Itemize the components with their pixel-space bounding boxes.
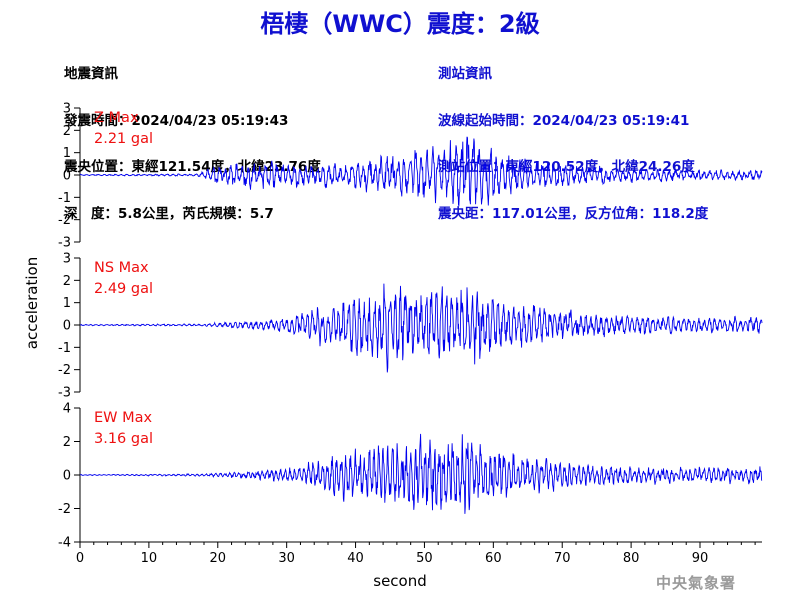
y-tick-label: -2 <box>58 213 71 228</box>
max-label-z: Z Max <box>94 110 139 126</box>
y-tick-label: -2 <box>58 363 71 378</box>
x-tick-label: 90 <box>692 551 709 566</box>
y-tick-label: -4 <box>58 536 71 551</box>
y-tick-label: 4 <box>63 402 71 417</box>
max-label-ns: NS Max <box>94 260 149 276</box>
x-tick-label: 10 <box>141 551 158 566</box>
waveform-trace-ew <box>79 433 763 514</box>
epicentral-distance: 震央距：117.01公里，反方位角：118.2度 <box>438 205 709 222</box>
wave-start-time: 波線起始時間：2024/04/23 05:19:41 <box>438 112 690 129</box>
earthquake-info-heading: 地震資訊 <box>64 66 118 82</box>
max-label-ew: EW Max <box>94 410 153 426</box>
panel-z: -3 -2 -1 0 1 2 3 Z Max 2.21 gal <box>58 102 763 251</box>
max-value-ew: 3.16 gal <box>94 431 153 447</box>
epicenter-location: 震央位置：東經121.54度，北緯23.76度 <box>64 159 321 175</box>
y-tick-label: 3 <box>63 252 71 267</box>
origin-time: 發震時間：2024/04/23 05:19:43 <box>64 112 289 129</box>
y-tick-label: 2 <box>63 274 71 289</box>
y-tick-label: 0 <box>63 319 71 334</box>
y-tick-label: -3 <box>58 386 71 401</box>
depth-magnitude: 深 度：5.8公里，芮氏規模：5.7 <box>64 205 274 222</box>
y-tick-label: 2 <box>63 124 71 139</box>
y-axis-label: acceleration <box>23 257 41 349</box>
x-tick-label: 40 <box>347 551 364 566</box>
cwa-watermark: 中央氣象署 <box>656 574 737 592</box>
y-tick-label: 2 <box>63 435 71 450</box>
station-info-heading: 測站資訊 <box>438 66 492 82</box>
y-tick-label: -2 <box>58 502 71 517</box>
y-tick-label: 0 <box>63 469 71 484</box>
max-value-ns: 2.49 gal <box>94 281 153 297</box>
x-axis-label: second <box>373 572 427 590</box>
max-value-z: 2.21 gal <box>94 131 153 147</box>
panel-ew: -4 -2 0 2 4 EW Max 3.16 gal <box>58 402 763 551</box>
y-tick-label: -1 <box>58 191 71 206</box>
x-tick-label: 80 <box>623 551 640 566</box>
x-tick-label: 0 <box>76 551 84 566</box>
y-tick-label: -1 <box>58 341 71 356</box>
x-tick-label: 20 <box>210 551 227 566</box>
y-tick-label: 3 <box>63 102 71 117</box>
waveform-trace-z <box>79 136 763 207</box>
earthquake-info: 地震資訊 發震時間：2024/04/23 05:19:43 震央位置：東經121… <box>64 36 321 238</box>
panel-ns: -3 -2 -1 0 1 2 3 NS Max 2.49 gal <box>58 252 763 401</box>
y-tick-label: 1 <box>63 296 71 311</box>
page-title: 梧棲（WWC）震度：2級 <box>260 10 540 38</box>
x-tick-label: 30 <box>278 551 295 566</box>
x-tick-label: 70 <box>554 551 571 566</box>
y-tick-label: 0 <box>63 169 71 184</box>
y-tick-label: -3 <box>58 236 71 251</box>
x-tick-label: 60 <box>485 551 502 566</box>
y-tick-label: 1 <box>63 146 71 161</box>
waveform-trace-ns <box>80 283 763 373</box>
x-tick-label: 50 <box>416 551 433 566</box>
